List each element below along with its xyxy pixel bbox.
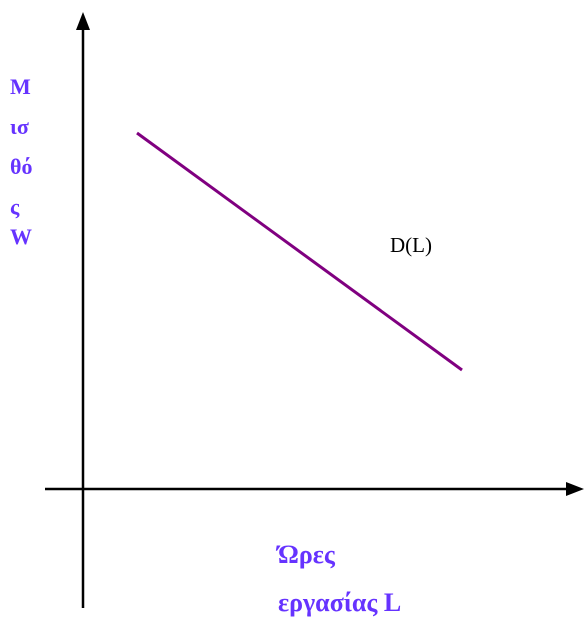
y-axis-label-line-3: θό (10, 154, 33, 179)
x-axis-arrowhead (566, 482, 584, 496)
y-axis-arrowhead (76, 12, 90, 30)
demand-curve-line (136, 131, 463, 372)
demand-curve-label: D(L) (390, 233, 432, 257)
y-axis-label-line-1: Μ (10, 74, 31, 99)
y-axis-label-line-2: ισ (10, 114, 29, 139)
x-axis-label-line-2: εργασίας L (278, 588, 402, 617)
y-axis-label-line-4: ς (10, 194, 20, 219)
y-axis-label-line-5: W (10, 224, 32, 249)
x-axis-label-line-1: Ώρες (278, 540, 335, 569)
